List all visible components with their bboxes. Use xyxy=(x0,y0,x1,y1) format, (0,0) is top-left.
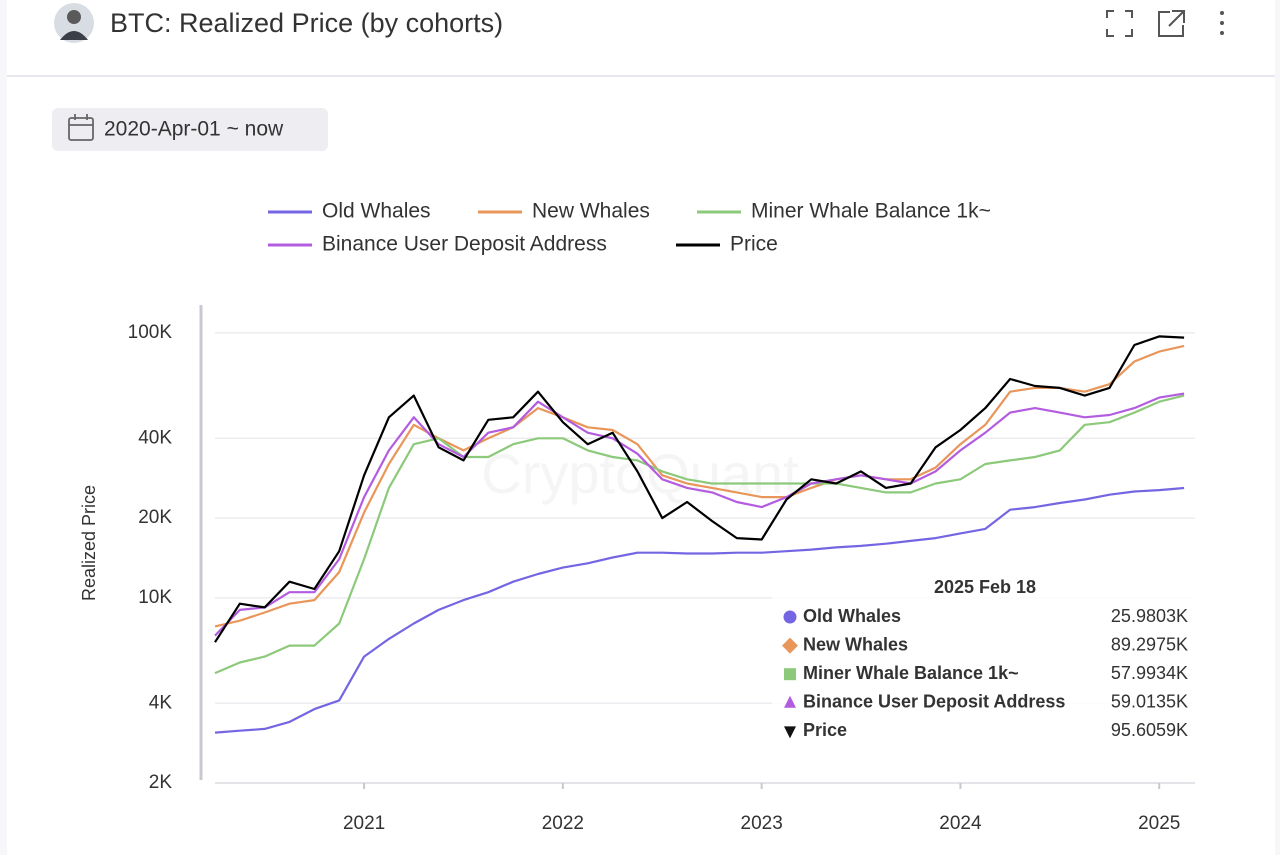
series-line xyxy=(214,344,1185,628)
tooltip-box xyxy=(772,572,1197,750)
y-tick-label: 20K xyxy=(138,507,172,528)
legend-label: New Whales xyxy=(532,200,650,223)
series-line xyxy=(214,392,1185,637)
widget-header xyxy=(7,0,1275,75)
legend: Old Whales New Whales Miner Whale Balance … xyxy=(268,200,991,256)
date-filter[interactable] xyxy=(52,108,328,151)
menu-icon[interactable] xyxy=(1220,11,1224,35)
tooltip-marker xyxy=(783,610,797,624)
tooltip: 2025 Feb 18 Old Whales 25.9803K New Whales… xyxy=(772,572,1197,750)
tooltip-marker xyxy=(784,668,796,681)
open-icon[interactable] xyxy=(1158,10,1185,37)
tooltip-value: 95.6059K xyxy=(1111,720,1188,740)
y-tick-label: 10K xyxy=(138,587,172,608)
tooltip-marker xyxy=(784,695,796,708)
y-axis-label: Realized Price xyxy=(79,485,99,601)
legend-label: Price xyxy=(730,233,778,256)
avatar-head xyxy=(67,10,81,24)
widget-title: BTC: Realized Price (by cohorts) xyxy=(110,8,503,38)
avatar-body xyxy=(60,31,88,40)
tooltip-value: 57.9934K xyxy=(1111,663,1188,683)
y-tick-label: 4K xyxy=(149,692,173,713)
tooltip-name: Binance User Deposit Address xyxy=(803,692,1065,712)
legend-label: Old Whales xyxy=(322,200,431,223)
tooltip-title: 2025 Feb 18 xyxy=(934,577,1036,597)
tooltip-value: 59.0135K xyxy=(1111,692,1188,712)
x-tick-label: 2025 xyxy=(1138,813,1180,834)
y-tick-label: 100K xyxy=(128,322,173,343)
y-tick-label: 2K xyxy=(149,772,173,793)
tooltip-name: Miner Whale Balance 1k~ xyxy=(803,663,1019,683)
x-tick-label: 2022 xyxy=(542,813,584,834)
tooltip-name: Old Whales xyxy=(803,606,901,626)
x-tick-label: 2021 xyxy=(343,813,385,834)
series-line xyxy=(214,335,1185,643)
plot: 2K 4K 10K 20K 40K 100K 2021 2022 2023 2024 2025 xyxy=(128,322,1195,834)
tooltip-value: 25.9803K xyxy=(1111,606,1188,626)
tooltip-name: New Whales xyxy=(803,634,908,654)
calendar-icon xyxy=(68,114,94,141)
tooltip-marker xyxy=(784,726,796,739)
series-line xyxy=(214,486,1185,734)
tooltip-marker xyxy=(782,637,798,654)
tooltip-value: 89.2975K xyxy=(1111,634,1188,654)
icons xyxy=(1106,10,1185,37)
date-range: 2020-Apr-01 ~ now xyxy=(104,118,284,141)
y-tick-label: 40K xyxy=(138,427,172,448)
series-line xyxy=(214,394,1185,675)
x-tick-label: 2024 xyxy=(939,813,982,834)
x-tick-label: 2023 xyxy=(741,813,783,834)
legend-label: Binance User Deposit Address xyxy=(322,233,607,256)
tooltip-name: Price xyxy=(803,720,847,740)
legend-label: Miner Whale Balance 1k~ xyxy=(751,200,991,223)
fullscreen-icon[interactable] xyxy=(1106,10,1133,37)
